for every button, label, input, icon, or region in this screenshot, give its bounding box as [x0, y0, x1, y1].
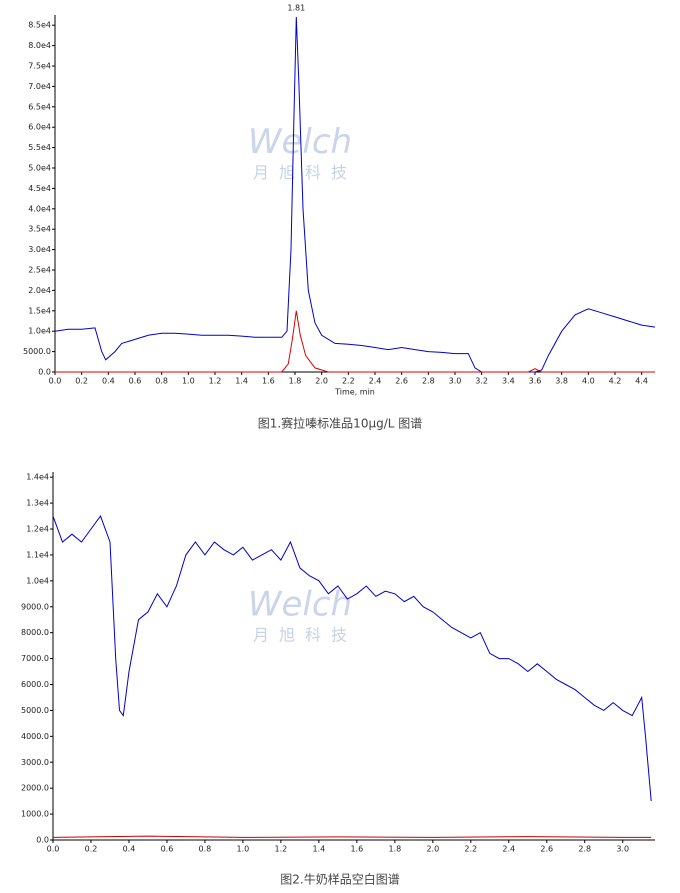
y-tick-label: 1.2e4	[26, 525, 49, 534]
y-tick-label: 1.0e4	[28, 327, 51, 336]
x-tick-label: 1.6	[262, 377, 275, 386]
x-tick-label: 3.6	[529, 377, 542, 386]
x-tick-label: 0.6	[129, 377, 142, 386]
x-tick-label: 2.0	[315, 377, 328, 386]
x-tick-label: 4.0	[582, 377, 595, 386]
y-tick-label: 5.0e4	[28, 164, 51, 173]
caption: 图1.赛拉嗪标准品10μg/L 图谱	[258, 416, 423, 431]
y-tick-label: 7000.0	[21, 654, 49, 663]
y-tick-label: 2000.0	[21, 784, 49, 793]
peak-label: 1.81	[287, 4, 305, 13]
y-tick-label: 1.1e4	[26, 550, 49, 559]
x-tick-label: 0.2	[85, 845, 98, 854]
x-axis-label: Time, min	[334, 388, 375, 397]
y-tick-label: 0.0	[38, 368, 51, 377]
y-tick-label: 8.0e4	[28, 41, 51, 50]
x-tick-label: 0.0	[49, 377, 62, 386]
x-tick-label: 3.0	[449, 377, 462, 386]
watermark-sub: 月旭科技	[253, 626, 357, 645]
x-tick-label: 4.4	[635, 377, 648, 386]
y-tick-label: 8.5e4	[28, 21, 51, 30]
y-tick-label: 7.5e4	[28, 62, 51, 71]
y-tick-label: 1.3e4	[26, 499, 49, 508]
x-tick-label: 3.0	[616, 845, 629, 854]
y-tick-label: 0.0	[36, 836, 49, 845]
y-tick-label: 7.0e4	[28, 82, 51, 91]
y-tick-label: 2.5e4	[28, 266, 51, 275]
y-tick-label: 1.5e4	[28, 306, 51, 315]
x-tick-label: 0.4	[102, 377, 115, 386]
y-tick-label: 4.0e4	[28, 204, 51, 213]
x-tick-label: 1.0	[237, 845, 250, 854]
x-tick-label: 1.2	[275, 845, 288, 854]
y-tick-label: 6.0e4	[28, 123, 51, 132]
x-tick-label: 0.6	[161, 845, 174, 854]
y-tick-label: 3000.0	[21, 758, 49, 767]
y-tick-label: 5000.0	[21, 706, 49, 715]
x-tick-label: 4.2	[609, 377, 622, 386]
x-tick-label: 2.6	[395, 377, 408, 386]
caption: 图2.牛奶样品空白图谱	[280, 872, 399, 887]
x-tick-label: 2.2	[342, 377, 355, 386]
y-tick-label: 6000.0	[21, 680, 49, 689]
x-tick-label: 1.0	[182, 377, 195, 386]
x-tick-label: 0.0	[47, 845, 60, 854]
y-tick-label: 3.5e4	[28, 225, 51, 234]
y-tick-label: 5000.0	[23, 347, 51, 356]
x-tick-label: 2.4	[369, 377, 382, 386]
y-tick-label: 4.5e4	[28, 184, 51, 193]
x-tick-label: 2.8	[422, 377, 435, 386]
x-tick-label: 0.2	[75, 377, 88, 386]
y-tick-label: 5.5e4	[28, 143, 51, 152]
x-tick-label: 3.4	[502, 377, 515, 386]
x-tick-label: 1.2	[209, 377, 222, 386]
x-tick-label: 2.2	[464, 845, 477, 854]
y-tick-label: 9000.0	[21, 602, 49, 611]
y-tick-label: 1.4e4	[26, 473, 49, 482]
x-tick-label: 1.8	[289, 377, 302, 386]
y-tick-label: 2.0e4	[28, 286, 51, 295]
x-tick-label: 3.8	[555, 377, 568, 386]
series-line	[52, 835, 652, 838]
x-tick-label: 3.2	[475, 377, 488, 386]
y-tick-label: 6.5e4	[28, 102, 51, 111]
x-tick-label: 1.4	[235, 377, 248, 386]
x-tick-label: 1.8	[388, 845, 401, 854]
y-tick-label: 3.0e4	[28, 245, 51, 254]
x-tick-label: 2.0	[426, 845, 439, 854]
series-line	[52, 515, 652, 802]
series-line	[54, 16, 656, 373]
x-tick-label: 2.6	[540, 845, 553, 854]
x-tick-label: 2.4	[502, 845, 515, 854]
x-tick-label: 1.4	[313, 845, 326, 854]
y-tick-label: 8000.0	[21, 628, 49, 637]
x-tick-label: 1.6	[350, 845, 363, 854]
x-tick-label: 0.4	[123, 845, 136, 854]
y-tick-label: 1000.0	[21, 810, 49, 819]
watermark-sub: 月旭科技	[253, 163, 357, 182]
y-tick-label: 4000.0	[21, 732, 49, 741]
x-tick-label: 2.8	[578, 845, 591, 854]
watermark: Welch	[248, 585, 352, 625]
x-tick-label: 0.8	[199, 845, 212, 854]
series-line	[55, 310, 655, 373]
x-tick-label: 0.8	[155, 377, 168, 386]
y-tick-label: 1.0e4	[26, 576, 49, 585]
